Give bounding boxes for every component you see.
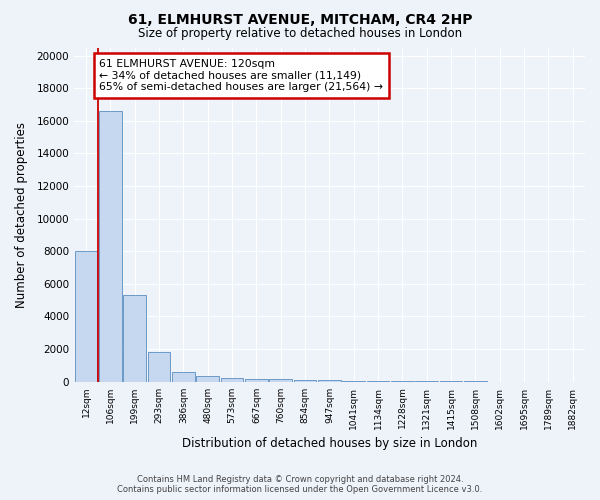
Bar [148,352,170,382]
Bar [124,296,146,382]
Bar [367,381,389,382]
Bar [172,372,195,382]
Y-axis label: Number of detached properties: Number of detached properties [15,122,28,308]
Bar [75,252,97,382]
Text: Size of property relative to detached houses in London: Size of property relative to detached ho… [138,28,462,40]
Bar [343,380,365,382]
Bar [318,380,341,382]
Text: 61 ELMHURST AVENUE: 120sqm
← 34% of detached houses are smaller (11,149)
65% of : 61 ELMHURST AVENUE: 120sqm ← 34% of deta… [100,59,383,92]
Bar [245,378,268,382]
Text: 61, ELMHURST AVENUE, MITCHAM, CR4 2HP: 61, ELMHURST AVENUE, MITCHAM, CR4 2HP [128,12,472,26]
Bar [99,111,122,382]
X-axis label: Distribution of detached houses by size in London: Distribution of detached houses by size … [182,437,477,450]
Text: Contains HM Land Registry data © Crown copyright and database right 2024.
Contai: Contains HM Land Registry data © Crown c… [118,474,482,494]
Bar [196,376,219,382]
Bar [269,379,292,382]
Bar [221,378,244,382]
Bar [391,381,414,382]
Bar [294,380,316,382]
